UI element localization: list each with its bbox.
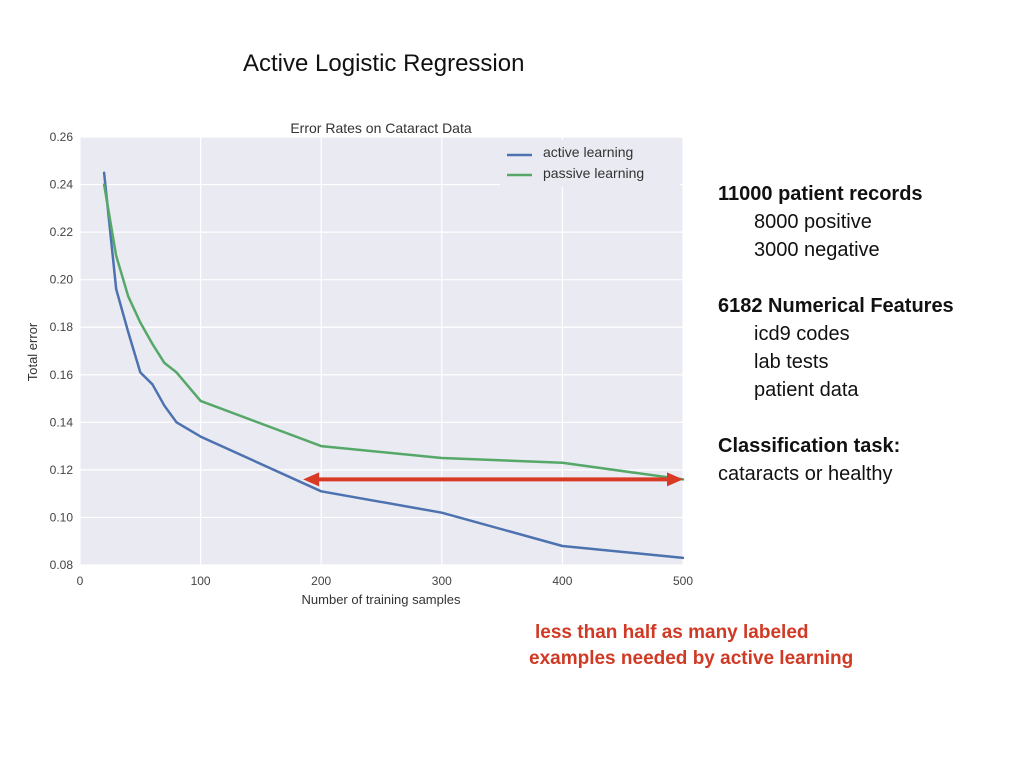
features-heading: 6182 Numerical Features (718, 295, 954, 317)
slide-title: Active Logistic Regression (243, 50, 525, 77)
legend-passive-label: passive learning (543, 165, 644, 181)
legend: active learning passive learning (500, 140, 680, 187)
legend-active-label: active learning (543, 144, 633, 160)
x-tick-label: 100 (191, 574, 211, 588)
records-item-negative: 3000 negative (754, 239, 880, 261)
records-heading: 11000 patient records (718, 183, 923, 205)
active-learning-line (102, 171, 685, 560)
y-tick-label: 0.20 (50, 273, 74, 287)
x-tick-label: 400 (552, 574, 572, 588)
comparison-arrow-right-head (667, 472, 683, 487)
plot-background (80, 137, 683, 565)
features-item-icd9: icd9 codes (754, 323, 850, 345)
y-tick-label: 0.24 (50, 178, 74, 192)
features-item-lab: lab tests (754, 351, 829, 373)
task-heading: Classification task: (718, 435, 901, 457)
chart-title: Error Rates on Cataract Data (290, 120, 472, 136)
y-tick-label: 0.22 (50, 225, 74, 239)
legend-box (500, 140, 680, 187)
active-learning-note: less than half as many labeled examples … (529, 620, 853, 672)
x-axis-label: Number of training samples (302, 592, 461, 607)
note-line-1: less than half as many labeled (535, 622, 809, 643)
y-tick-label: 0.14 (50, 415, 74, 429)
records-item-positive: 8000 positive (754, 211, 872, 233)
note-line-2: examples needed by active learning (529, 648, 854, 669)
x-tick-label: 500 (673, 574, 693, 588)
x-tick-label: 0 (77, 574, 84, 588)
passive-learning-line (102, 183, 685, 481)
y-tick-label: 0.26 (50, 130, 74, 144)
y-tick-label: 0.18 (50, 320, 74, 334)
comparison-arrow-left-head (303, 472, 320, 487)
dataset-info-panel: 11000 patient records 8000 positive 3000… (718, 180, 1018, 488)
y-tick-label: 0.12 (50, 463, 74, 477)
y-tick-label: 0.08 (50, 558, 74, 572)
y-tick-label: 0.10 (50, 510, 74, 524)
task-text: cataracts or healthy (718, 463, 893, 485)
x-tick-label: 300 (432, 574, 452, 588)
features-item-patient: patient data (754, 379, 859, 401)
x-tick-label: 200 (311, 574, 331, 588)
y-tick-label: 0.16 (50, 368, 74, 382)
y-axis-label: Total error (25, 322, 40, 381)
